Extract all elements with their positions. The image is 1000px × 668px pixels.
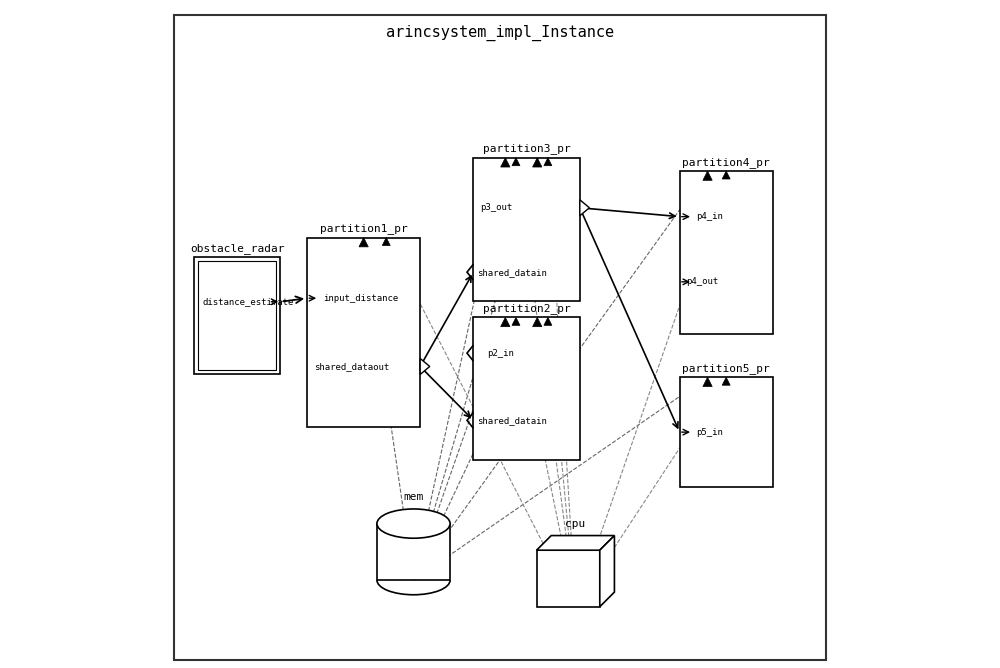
Text: p4_out: p4_out bbox=[686, 277, 719, 287]
Text: partition2_pr: partition2_pr bbox=[483, 303, 570, 314]
FancyBboxPatch shape bbox=[680, 171, 773, 334]
Text: input_distance: input_distance bbox=[324, 294, 399, 303]
Text: p4_in: p4_in bbox=[696, 212, 723, 221]
FancyBboxPatch shape bbox=[537, 550, 600, 607]
Polygon shape bbox=[377, 524, 450, 580]
FancyBboxPatch shape bbox=[198, 261, 276, 370]
Polygon shape bbox=[600, 536, 614, 607]
Text: shared_dataout: shared_dataout bbox=[314, 362, 389, 371]
Polygon shape bbox=[501, 317, 510, 327]
Polygon shape bbox=[359, 238, 368, 247]
Polygon shape bbox=[703, 171, 712, 180]
Text: partition4_pr: partition4_pr bbox=[682, 157, 770, 168]
Polygon shape bbox=[533, 158, 542, 167]
FancyBboxPatch shape bbox=[473, 158, 580, 301]
Text: p2_in: p2_in bbox=[487, 349, 514, 357]
Text: p5_in: p5_in bbox=[696, 428, 723, 437]
Text: p3_out: p3_out bbox=[480, 203, 512, 212]
Text: distance_estimate: distance_estimate bbox=[203, 297, 294, 306]
Text: partition1_pr: partition1_pr bbox=[320, 223, 408, 234]
FancyBboxPatch shape bbox=[174, 15, 826, 660]
Polygon shape bbox=[512, 317, 520, 325]
Polygon shape bbox=[544, 317, 552, 325]
Polygon shape bbox=[537, 536, 614, 550]
Polygon shape bbox=[722, 377, 730, 385]
Polygon shape bbox=[533, 317, 542, 327]
Polygon shape bbox=[703, 377, 712, 387]
Text: shared_datain: shared_datain bbox=[477, 416, 547, 425]
Polygon shape bbox=[580, 200, 589, 216]
Polygon shape bbox=[722, 171, 730, 179]
Polygon shape bbox=[544, 158, 552, 166]
Polygon shape bbox=[420, 359, 430, 375]
Polygon shape bbox=[382, 238, 390, 246]
Text: arincsystem_impl_Instance: arincsystem_impl_Instance bbox=[386, 25, 614, 41]
FancyBboxPatch shape bbox=[307, 238, 420, 427]
Text: obstacle_radar: obstacle_radar bbox=[190, 243, 284, 254]
Polygon shape bbox=[501, 158, 510, 167]
FancyBboxPatch shape bbox=[194, 257, 280, 374]
FancyBboxPatch shape bbox=[473, 317, 580, 460]
Text: mem: mem bbox=[403, 492, 424, 502]
Ellipse shape bbox=[377, 509, 450, 538]
Text: shared_datain: shared_datain bbox=[477, 268, 547, 277]
Text: partition3_pr: partition3_pr bbox=[483, 144, 570, 154]
Text: cpu: cpu bbox=[565, 519, 586, 529]
FancyBboxPatch shape bbox=[680, 377, 773, 487]
Polygon shape bbox=[512, 158, 520, 166]
Text: partition5_pr: partition5_pr bbox=[682, 363, 770, 374]
